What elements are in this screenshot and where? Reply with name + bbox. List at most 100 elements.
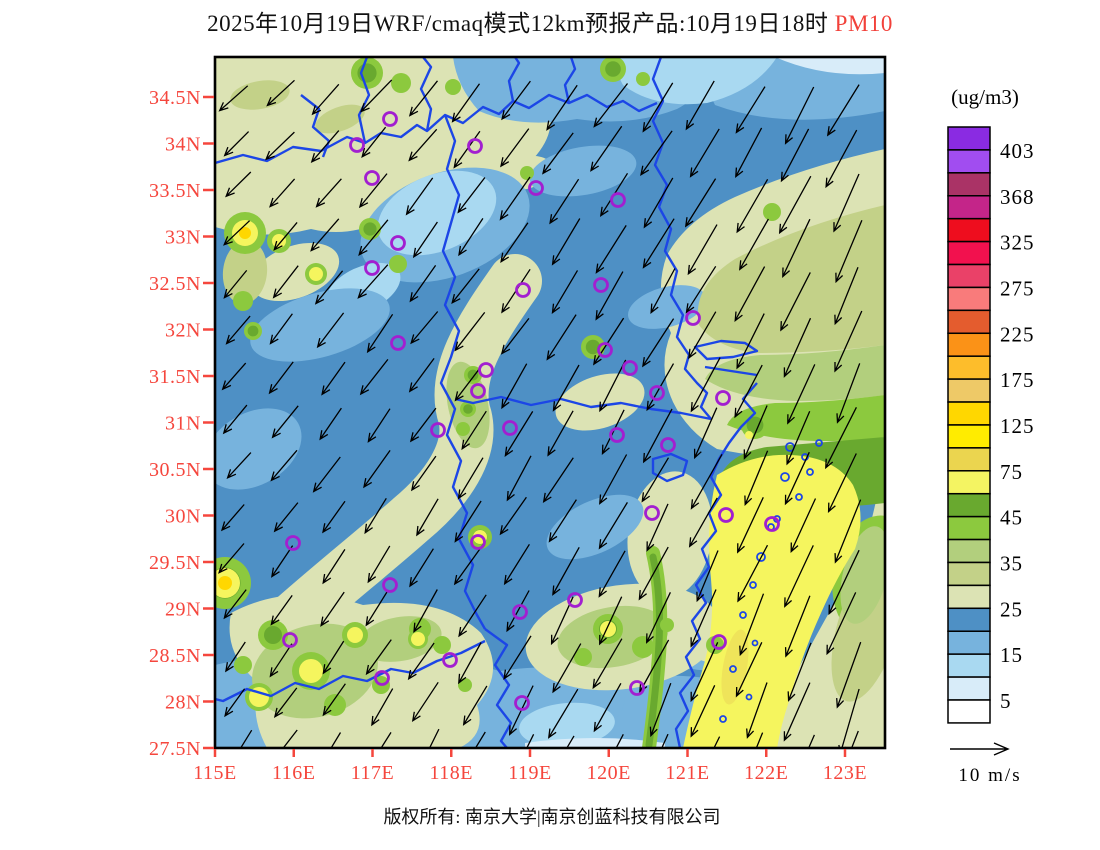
wind-arrow-icon [642, 218, 675, 269]
wind-arrow-icon [548, 499, 577, 543]
boundary-line [454, 395, 712, 421]
station-marker [374, 670, 390, 686]
wind-arrow-icon [784, 451, 810, 506]
colorbar-segment [947, 263, 991, 289]
boundary-line [357, 57, 371, 144]
wind-arrow-icon [454, 364, 484, 402]
contour-region [529, 145, 637, 197]
colorbar-segment [947, 492, 991, 518]
boundary-line [300, 94, 331, 158]
pm10-hotspot-gold [239, 227, 251, 239]
station-marker [715, 390, 731, 406]
wind-arrow-icon [780, 272, 811, 332]
station-marker [609, 427, 625, 443]
wind-arrow-icon [646, 503, 669, 552]
wind-arrow-icon [266, 79, 295, 107]
wind-arrow-icon [220, 504, 245, 532]
wind-arrow-icon [499, 176, 531, 221]
wind-arrow-icon [314, 270, 344, 305]
lat-tick-label: 28.5N [149, 645, 201, 667]
contour-band [260, 254, 542, 652]
station-marker [764, 516, 780, 532]
pm10-hotspot [456, 422, 470, 436]
boundary-line [651, 452, 689, 483]
colorbar-segment [947, 172, 991, 197]
wind-arrow-icon [736, 313, 765, 370]
wind-arrow-icon [696, 550, 719, 603]
station-marker [470, 534, 486, 550]
island-outline [795, 493, 803, 501]
wind-arrow-icon [786, 411, 811, 466]
colorbar-segment [947, 515, 991, 541]
island-outline [756, 552, 766, 562]
station-marker [390, 335, 406, 351]
wind-arrow-icon [552, 546, 580, 596]
pm10-hotspot-yellow [272, 234, 286, 248]
wind-arrow-icon [739, 593, 765, 657]
wind-arrow-icon [834, 266, 859, 326]
wind-arrow-icon [734, 266, 766, 323]
island-outline [780, 472, 790, 482]
wind-arrow-icon [503, 635, 532, 680]
wind-arrow-icon [499, 496, 527, 536]
pm10-hotspot-yellow [347, 627, 363, 643]
pm10-hotspot [233, 291, 253, 311]
pm10-hotspot [636, 72, 650, 86]
colorbar-segment [947, 584, 991, 610]
boundary-line [563, 57, 577, 104]
wind-arrow-icon [361, 126, 387, 158]
wind-arrow-icon [784, 86, 815, 145]
pm10-hotspot [445, 79, 461, 95]
wind-arrow-icon [413, 589, 438, 633]
wind-arrow-icon [783, 682, 811, 742]
station-marker [390, 235, 406, 251]
station-marker [364, 170, 380, 186]
wind-arrow-icon [601, 409, 625, 456]
wind-arrow-icon [223, 220, 251, 246]
boundary-line [215, 639, 486, 703]
island-outline [719, 715, 727, 723]
wind-arrow-icon [319, 407, 342, 441]
wind-arrow-icon [688, 311, 717, 360]
wind-arrow-icon [458, 594, 487, 638]
wind-arrow-icon [451, 268, 480, 305]
colorbar-segment [947, 355, 991, 380]
wind-arrow-icon [642, 82, 674, 133]
wind-arrow-icon [451, 83, 481, 123]
wind-arrow-icon [599, 454, 628, 505]
wind-arrow-icon [366, 313, 394, 354]
wind-arrow-icon [693, 407, 718, 460]
colorbar-segment [947, 332, 991, 357]
wind-arrow-icon [643, 177, 674, 229]
wind-arrow-icon [270, 449, 298, 482]
lon-tick-label: 117E [351, 762, 394, 784]
lon-tick-label: 118E [430, 762, 473, 784]
colorbar-scale: 403 368 325 275 225 175 125 75 45 35 25 15 5 [947, 126, 1034, 724]
wind-arrow-icon [735, 127, 763, 178]
pm10-hotspot-core [247, 325, 259, 337]
wind-arrow-icon [428, 728, 440, 748]
wind-arrow-icon [282, 729, 298, 748]
wind-arrow-icon [239, 729, 253, 748]
wind-arrow-icon [546, 314, 577, 361]
wind-arrow-icon [640, 130, 673, 177]
lat-tick-label: 32.5N [149, 273, 201, 295]
colorbar-segment [947, 470, 991, 495]
wind-arrow-icon [225, 171, 252, 198]
island-outline [745, 693, 753, 701]
wind-arrow-icon [225, 641, 246, 673]
contour-region [250, 288, 390, 362]
wind-arrow-icon [272, 265, 299, 299]
colorbar-segment [947, 286, 991, 312]
wind-arrow-icon [365, 639, 392, 676]
latitude-axis: 34.5N 34N 33.5N 33N 32.5N 32N 31.5N 31N 30.5N 30N… [149, 87, 214, 760]
wind-arrow-icon [825, 407, 857, 470]
wind-scale-arrow [950, 742, 1010, 756]
contour-region [215, 408, 302, 490]
wind-arrow-icon [363, 450, 391, 489]
wind-arrow-icon [542, 457, 574, 504]
wind-arrow-icon [408, 80, 439, 117]
wind-arrow-icon [461, 410, 487, 451]
wind-arrow-icon [273, 687, 298, 718]
